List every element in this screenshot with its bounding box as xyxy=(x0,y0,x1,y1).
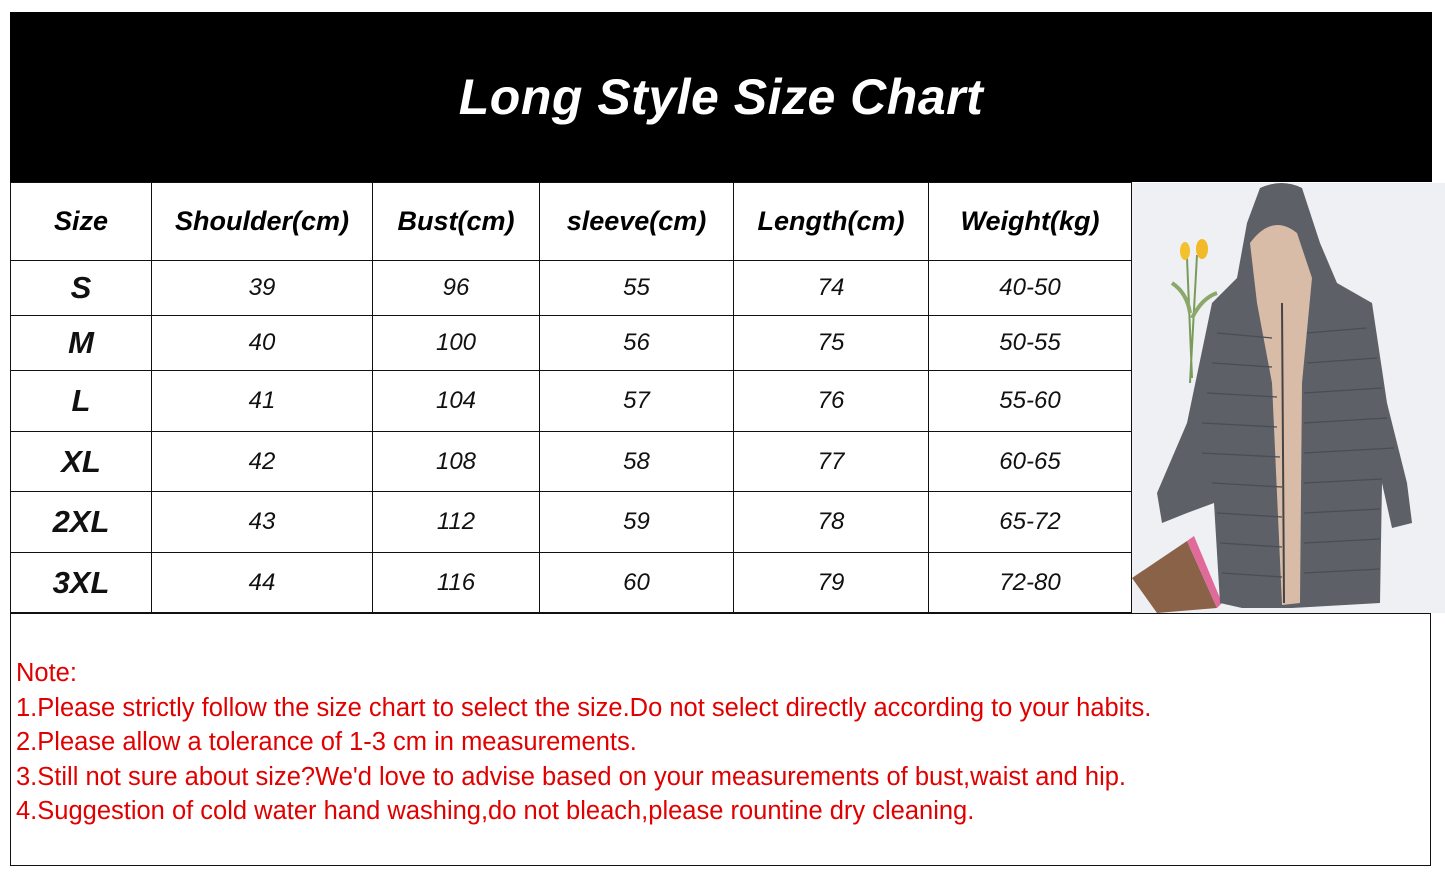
header-shoulder: Shoulder(cm) xyxy=(151,182,373,261)
note-item: 2.Please allow a tolerance of 1-3 cm in … xyxy=(16,728,637,757)
table-row: 2XL 43 112 59 78 65-72 xyxy=(10,491,1132,553)
title-banner: Long Style Size Chart xyxy=(10,12,1432,182)
value-cell: 79 xyxy=(733,552,929,613)
size-cell: L xyxy=(10,370,152,432)
value-cell: 56 xyxy=(539,315,734,371)
value-cell: 96 xyxy=(372,260,540,316)
note-item: 1.Please strictly follow the size chart … xyxy=(16,693,1152,722)
notes-box: Note: 1.Please strictly follow the size … xyxy=(10,613,1431,866)
value-cell: 75 xyxy=(733,315,929,371)
value-cell: 40 xyxy=(151,315,373,371)
note-item: 3.Still not sure about size?We'd love to… xyxy=(16,762,1127,791)
table-row: L 41 104 57 76 55-60 xyxy=(10,370,1132,432)
value-cell: 104 xyxy=(372,370,540,432)
note-item: 4.Suggestion of cold water hand washing,… xyxy=(16,797,975,826)
value-cell: 60-65 xyxy=(928,431,1132,492)
value-cell: 55 xyxy=(539,260,734,316)
header-weight: Weight(kg) xyxy=(928,182,1132,261)
value-cell: 58 xyxy=(539,431,734,492)
header-sleeve: sleeve(cm) xyxy=(539,182,734,261)
table-row: XL 42 108 58 77 60-65 xyxy=(10,431,1132,492)
value-cell: 43 xyxy=(151,491,373,553)
value-cell: 74 xyxy=(733,260,929,316)
value-cell: 60 xyxy=(539,552,734,613)
notes-heading: Note: xyxy=(16,659,77,687)
table-row: 3XL 44 116 60 79 72-80 xyxy=(10,552,1132,613)
value-cell: 55-60 xyxy=(928,370,1132,432)
header-size: Size xyxy=(10,182,152,261)
chart-title: Long Style Size Chart xyxy=(458,69,984,125)
value-cell: 100 xyxy=(372,315,540,371)
value-cell: 77 xyxy=(733,431,929,492)
value-cell: 42 xyxy=(151,431,373,492)
value-cell: 108 xyxy=(372,431,540,492)
value-cell: 112 xyxy=(372,491,540,553)
value-cell: 78 xyxy=(733,491,929,553)
header-bust: Bust(cm) xyxy=(372,182,540,261)
size-cell: M xyxy=(10,315,152,371)
size-cell: 2XL xyxy=(10,491,152,553)
table-row: S 39 96 55 74 40-50 xyxy=(10,260,1132,316)
value-cell: 116 xyxy=(372,552,540,613)
value-cell: 59 xyxy=(539,491,734,553)
size-table: Size Shoulder(cm) Bust(cm) sleeve(cm) Le… xyxy=(10,182,1132,613)
value-cell: 39 xyxy=(151,260,373,316)
size-cell: S xyxy=(10,260,152,316)
table-row: M 40 100 56 75 50-55 xyxy=(10,315,1132,371)
value-cell: 76 xyxy=(733,370,929,432)
value-cell: 65-72 xyxy=(928,491,1132,553)
value-cell: 50-55 xyxy=(928,315,1132,371)
header-length: Length(cm) xyxy=(733,182,929,261)
value-cell: 41 xyxy=(151,370,373,432)
value-cell: 40-50 xyxy=(928,260,1132,316)
size-cell: XL xyxy=(10,431,152,492)
table-header-row: Size Shoulder(cm) Bust(cm) sleeve(cm) Le… xyxy=(10,182,1132,261)
coat-photo xyxy=(1132,183,1445,613)
size-cell: 3XL xyxy=(10,552,152,613)
value-cell: 72-80 xyxy=(928,552,1132,613)
coat-icon xyxy=(1132,183,1445,613)
value-cell: 44 xyxy=(151,552,373,613)
value-cell: 57 xyxy=(539,370,734,432)
